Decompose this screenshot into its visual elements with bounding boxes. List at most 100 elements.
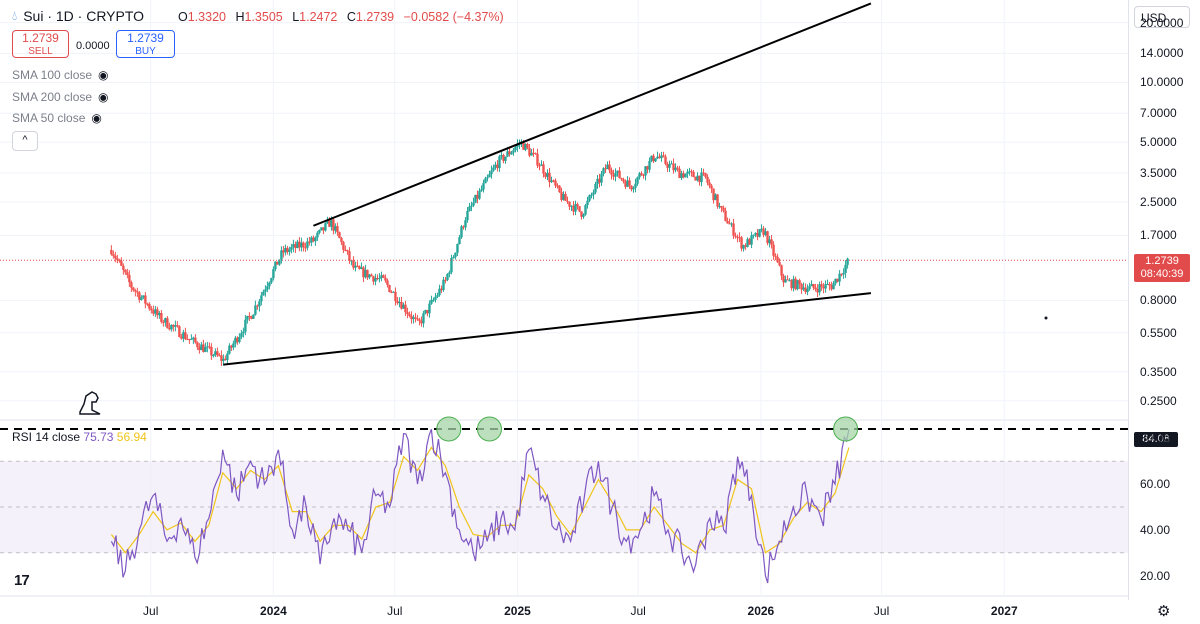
candle-body (376, 277, 379, 279)
candle-body (828, 284, 831, 286)
candle-body (810, 284, 813, 287)
tradingview-logo[interactable]: 17 (14, 572, 30, 589)
candle-body (822, 286, 825, 289)
candle-body (140, 297, 143, 300)
candle-body (546, 172, 549, 177)
candle-body (438, 288, 441, 296)
candle-body (358, 266, 361, 269)
candle-body (806, 289, 809, 292)
candle-body (570, 205, 573, 207)
buy-button[interactable]: 1.2739 BUY (116, 30, 175, 58)
candle-body (732, 223, 735, 236)
candle-body (236, 337, 239, 343)
candle-body (498, 156, 501, 169)
candle-body (404, 304, 407, 313)
candle-body (730, 223, 733, 225)
candle-body (652, 155, 655, 162)
rsi-legend[interactable]: RSI 14 close 75.73 56.94 (12, 430, 147, 444)
candle-body (728, 223, 731, 225)
currency-selector[interactable]: USD (1134, 6, 1190, 28)
indicator-sma200[interactable]: SMA 200 close ◉︎ (12, 90, 109, 104)
price-tick-label: 0.2500 (1140, 393, 1177, 408)
candle-body (222, 358, 225, 361)
candle-body (476, 194, 479, 199)
candle-body (556, 185, 559, 187)
candle-body (616, 170, 619, 173)
candle-body (318, 230, 321, 233)
candle-body (790, 280, 793, 289)
candle-body (720, 206, 723, 208)
candle-body (696, 175, 699, 181)
candle-body (378, 278, 381, 280)
candle-body (514, 146, 517, 151)
candle-body (576, 204, 579, 207)
candle-body (444, 279, 447, 281)
candle-body (594, 183, 597, 193)
candle-body (792, 278, 795, 289)
candle-body (218, 355, 221, 357)
candle-body (550, 180, 553, 183)
symbol-legend[interactable]: 💧︎ Sui · 1D · CRYPTO (12, 8, 144, 24)
sell-button[interactable]: 1.2739 SELL (12, 30, 69, 58)
candle-body (846, 258, 849, 265)
spread-value: 0.0000 (76, 40, 110, 52)
candle-body (278, 259, 281, 265)
indicator-sma50[interactable]: SMA 50 close ◉︎ (12, 111, 102, 125)
candle-body (450, 258, 453, 273)
candle-body (456, 244, 459, 253)
candle-body (678, 168, 681, 179)
candle-body (544, 173, 547, 177)
gear-icon[interactable]: ⚙︎ (1157, 603, 1171, 620)
candle-body (418, 319, 421, 321)
candle-body (634, 183, 637, 188)
candle-body (700, 172, 703, 183)
eye-off-icon[interactable]: ◉︎ (98, 90, 109, 104)
candle-body (642, 174, 645, 176)
eye-off-icon[interactable]: ◉︎ (91, 111, 102, 125)
candle-body (314, 237, 317, 242)
candle-body (640, 173, 643, 175)
candle-body (364, 269, 367, 278)
candle-body (344, 249, 347, 251)
candle-body (150, 308, 153, 311)
candle-body (734, 235, 737, 237)
candle-body (826, 284, 829, 286)
candle-body (196, 342, 199, 348)
candle-body (596, 178, 599, 184)
candle-body (400, 302, 403, 309)
price-tick-label: 2.5000 (1140, 195, 1177, 210)
candle-body (412, 317, 415, 320)
candle-body (240, 333, 243, 337)
candle-body (334, 226, 337, 231)
candle-body (258, 301, 261, 307)
candle-body (372, 276, 375, 282)
candle-body (706, 176, 709, 183)
candle-body (288, 249, 291, 252)
x-tick-label: Jul (873, 604, 890, 618)
candle-body (346, 249, 349, 252)
candle-body (184, 332, 187, 339)
candle-body (778, 262, 781, 266)
price-tick-label: 7.0000 (1140, 106, 1177, 121)
candle-body (716, 194, 719, 207)
price-tick-label: 20.0000 (1140, 15, 1184, 30)
candle-body (340, 238, 343, 242)
candle-body (574, 204, 577, 212)
indicator-sma100[interactable]: SMA 100 close ◉︎ (12, 68, 109, 82)
candle-body (748, 239, 751, 245)
candle-body (824, 284, 827, 289)
trendline (313, 2, 872, 227)
candle-body (694, 177, 697, 181)
candle-body (226, 353, 229, 361)
candle-body (144, 295, 147, 304)
candle-body (242, 331, 245, 334)
collapse-legend-button[interactable]: ^ (12, 131, 38, 151)
price-tick-label: 1.7000 (1140, 228, 1177, 243)
candle-body (198, 347, 201, 351)
candle-body (124, 269, 127, 273)
candle-body (666, 163, 669, 168)
candle-body (572, 205, 575, 212)
candle-body (844, 264, 847, 273)
eye-off-icon[interactable]: ◉︎ (98, 68, 109, 82)
